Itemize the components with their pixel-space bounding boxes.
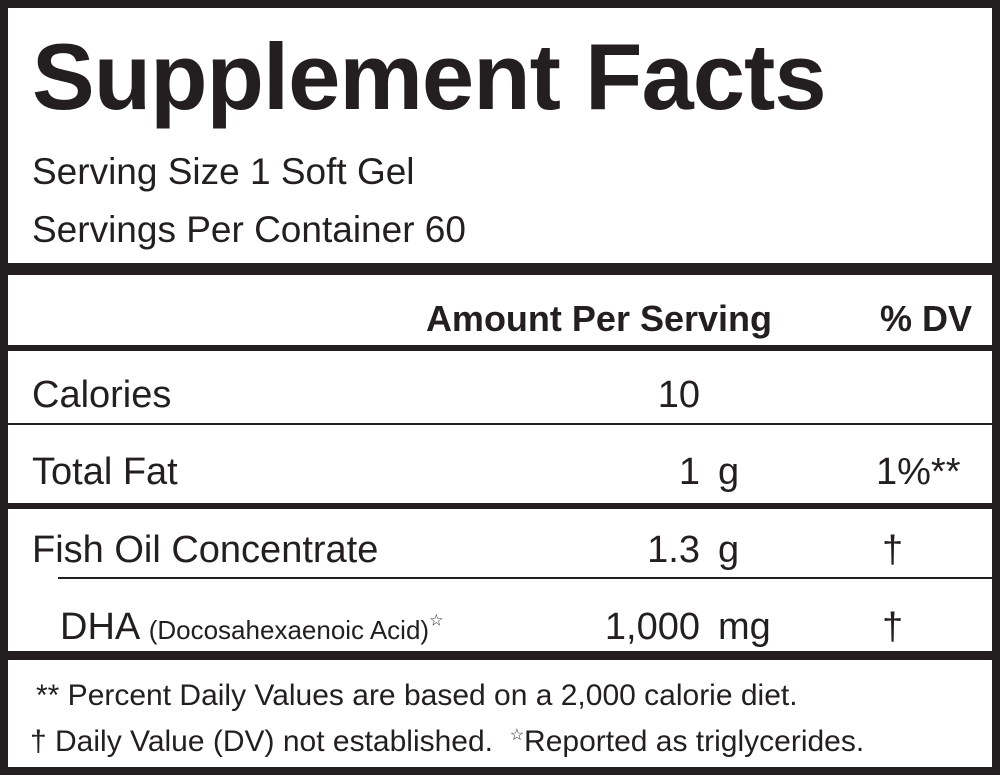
footnote: ** Percent Daily Values are based on a 2… [36, 679, 798, 712]
daily-value: † [882, 529, 904, 571]
nutrient-name: DHA (Docosahexaenoic Acid)☆ [60, 608, 443, 646]
amount: 10 [657, 374, 700, 416]
amount-header: Amount Per Serving [425, 298, 772, 339]
dv-header: % DV [879, 298, 972, 339]
unit: g [718, 451, 740, 493]
daily-value: 1%** [876, 451, 961, 493]
daily-value: † [882, 606, 904, 648]
servings-per-container: Servings Per Container 60 [32, 209, 466, 250]
title: Supplement Facts [32, 24, 827, 129]
thick-rule [8, 651, 992, 660]
amount: 1 [678, 451, 700, 493]
thick-rule [8, 263, 992, 275]
amount: 1.3 [647, 529, 700, 571]
nutrient-note: (Docosahexaenoic Acid) [148, 615, 430, 645]
thick-rule [8, 345, 992, 351]
unit: mg [718, 606, 771, 648]
nutrient-name: Calories [32, 374, 172, 416]
serving-size: Serving Size 1 Soft Gel [32, 151, 415, 192]
thin-rule [8, 423, 992, 425]
unit: g [718, 529, 740, 571]
footnote-dagger: † Daily Value (DV) not established. [30, 725, 494, 758]
thick-rule [8, 503, 992, 509]
footnote: † Daily Value (DV) not established. ☆Rep… [30, 727, 864, 757]
nutrient-name: DHA [60, 606, 139, 648]
amount: 1,000 [604, 606, 700, 648]
nutrient-name: Fish Oil Concentrate [32, 529, 379, 571]
star-mark: ☆ [509, 727, 525, 744]
thin-rule [58, 577, 992, 579]
star-mark: ☆ [429, 612, 444, 630]
footnote-star: Reported as triglycerides. [524, 725, 865, 758]
nutrient-name: Total Fat [32, 451, 178, 493]
